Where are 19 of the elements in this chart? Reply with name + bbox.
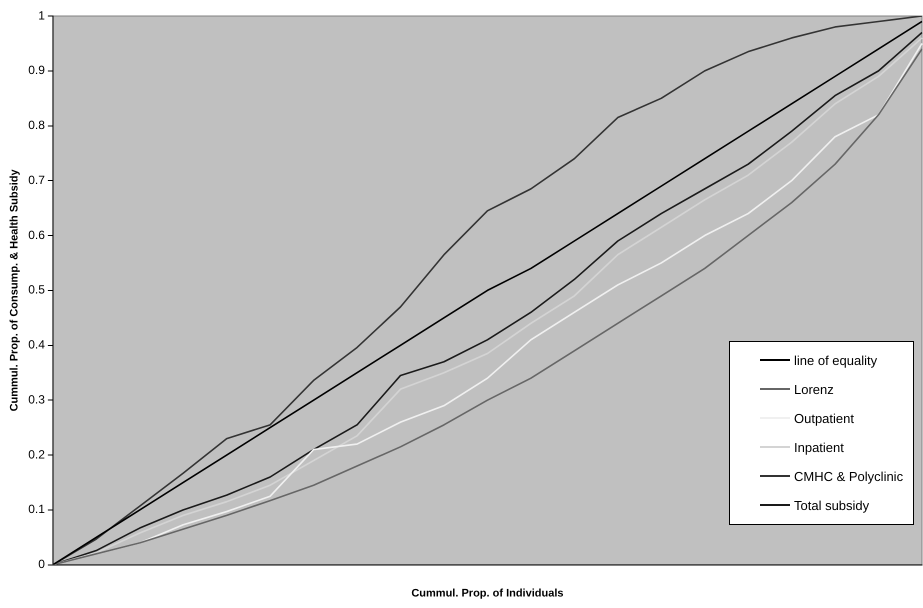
y-tick-label: 0.7 — [28, 172, 46, 187]
legend-label: line of equality — [794, 352, 878, 368]
y-tick-label: 0.8 — [28, 118, 46, 132]
y-tick-label: 0.6 — [28, 228, 46, 242]
y-tick-label: 0 — [38, 557, 46, 572]
x-axis-title: Cummul. Prop. of Individuals — [411, 587, 564, 600]
y-tick-label: 1 — [38, 8, 46, 22]
legend-label: Lorenz — [794, 382, 834, 397]
legend-label: Total subsidy — [794, 498, 870, 513]
y-tick-label: 0.4 — [28, 338, 46, 352]
y-tick-label: 0.2 — [28, 447, 46, 462]
y-axis-title: Cummul. Prop. of Consump. & Health Subsidy — [8, 168, 21, 412]
legend-label: Outpatient — [794, 410, 854, 426]
y-tick-label: 0.1 — [28, 502, 46, 516]
y-tick-label: 0.5 — [28, 282, 46, 297]
legend-label: CMHC & Polyclinic — [794, 468, 904, 484]
y-tick-label: 0.3 — [28, 392, 46, 406]
legend-label: Inpatient — [794, 440, 844, 455]
y-tick-label: 0.9 — [28, 63, 46, 78]
